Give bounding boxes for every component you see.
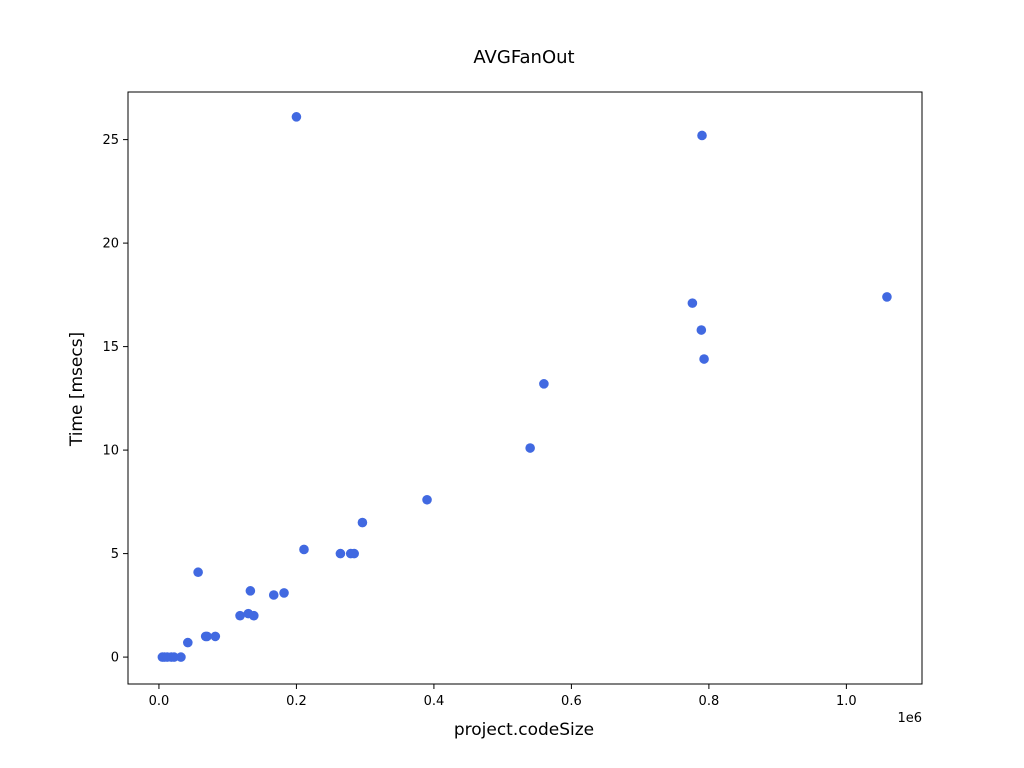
y-axis-label: Time [msecs] [67,332,87,447]
data-point [210,631,221,642]
plot-area [127,91,923,685]
y-tick-label: 20 [102,237,119,252]
data-points [157,112,892,662]
data-point [268,590,279,600]
data-point [349,548,359,559]
data-point [245,586,256,596]
y-tick-label: 15 [102,340,119,355]
x-tick-label: 0.0 [149,694,170,709]
y-tick-label: 25 [102,133,119,148]
x-tick-label: 0.2 [286,694,307,709]
data-point [279,588,289,598]
data-point [235,610,245,621]
y-tick-label: 0 [111,651,119,666]
data-point [193,567,203,578]
y-tick-label: 10 [102,444,119,459]
data-point [687,298,698,308]
data-point [539,379,549,389]
data-point [249,610,259,621]
x-axis-label: project.codeSize [454,720,594,740]
data-point [291,112,302,122]
chart-title: AVGFanOut [473,47,574,68]
data-point [335,548,346,559]
x-tick-label: 0.8 [699,694,720,709]
x-tick-label: 1.0 [836,694,857,709]
data-point [183,637,193,648]
data-point [299,544,309,555]
x-tick-label: 0.6 [561,694,582,709]
data-point [525,443,535,453]
data-point [176,652,186,662]
x-axis: 0.0 0.2 0.4 0.6 0.8 1.0 [149,684,857,709]
data-point [357,517,368,528]
y-axis: 0 5 10 15 20 25 [102,133,128,666]
data-point [699,354,709,364]
data-point [169,652,179,662]
data-point [697,130,707,141]
data-point [422,494,432,505]
x-axis-offset-label: 1e6 [897,711,922,726]
data-point [202,631,212,642]
y-tick-label: 5 [111,547,119,562]
x-tick-label: 0.4 [424,694,445,709]
data-point [882,292,892,302]
data-point [696,325,707,335]
